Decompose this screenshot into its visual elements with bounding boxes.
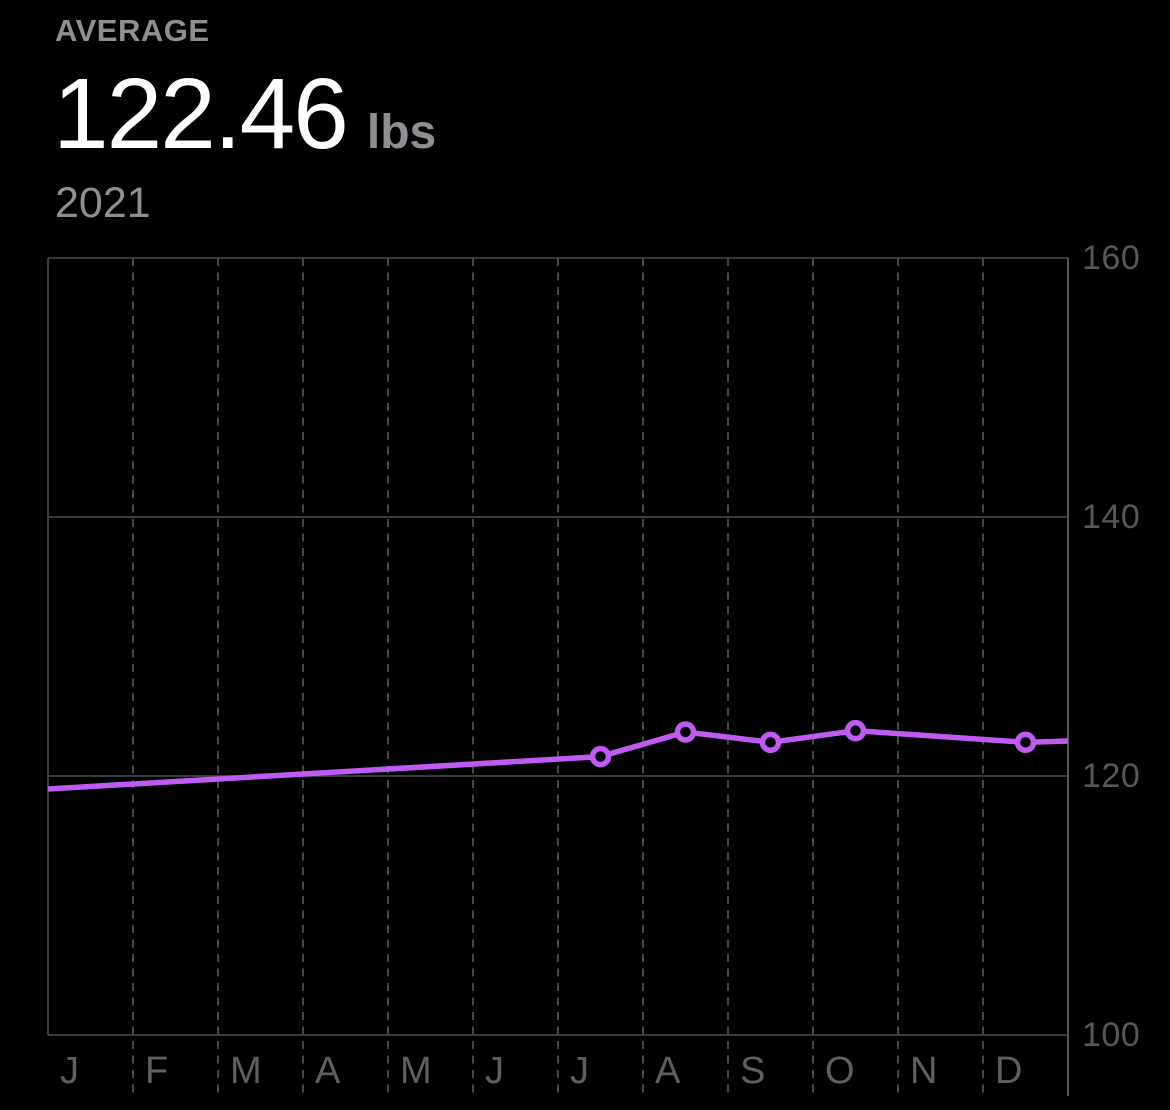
average-label: AVERAGE [55,13,210,48]
vertical-month-gridlines [132,258,984,1093]
average-value-row: 122.46 lbs [53,64,436,164]
x-axis-month-1: F [145,1050,169,1092]
y-axis-tick-160: 160 [1082,239,1141,277]
y-axis-tick-120: 120 [1082,757,1141,795]
x-axis-month-8: S [740,1050,766,1092]
x-axis-month-9: O [825,1050,855,1092]
unit-label: lbs [366,106,437,159]
x-axis-month-4: M [400,1050,432,1092]
x-axis-month-6: J [570,1050,589,1092]
plot-border-edges [47,258,1069,1096]
x-axis-month-2: M [230,1050,262,1092]
x-axis-month-3: A [315,1050,341,1092]
data-point-marker[interactable] [844,719,867,742]
x-axis-month-0: J [60,1050,79,1092]
period-label: 2021 [55,179,151,227]
y-axis-tick-140: 140 [1082,498,1141,536]
data-point-marker[interactable] [1014,731,1037,754]
x-axis-month-11: D [995,1050,1023,1092]
average-value: 122.46 [53,58,349,170]
data-point-marker[interactable] [674,721,697,743]
data-point-marker[interactable] [759,731,782,754]
data-point-markers[interactable] [589,719,1037,768]
x-axis-month-5: J [485,1050,504,1092]
y-axis-tick-100: 100 [1082,1016,1141,1054]
x-axis-month-10: N [910,1050,938,1092]
data-point-marker[interactable] [589,745,612,768]
x-axis-month-7: A [655,1050,681,1092]
